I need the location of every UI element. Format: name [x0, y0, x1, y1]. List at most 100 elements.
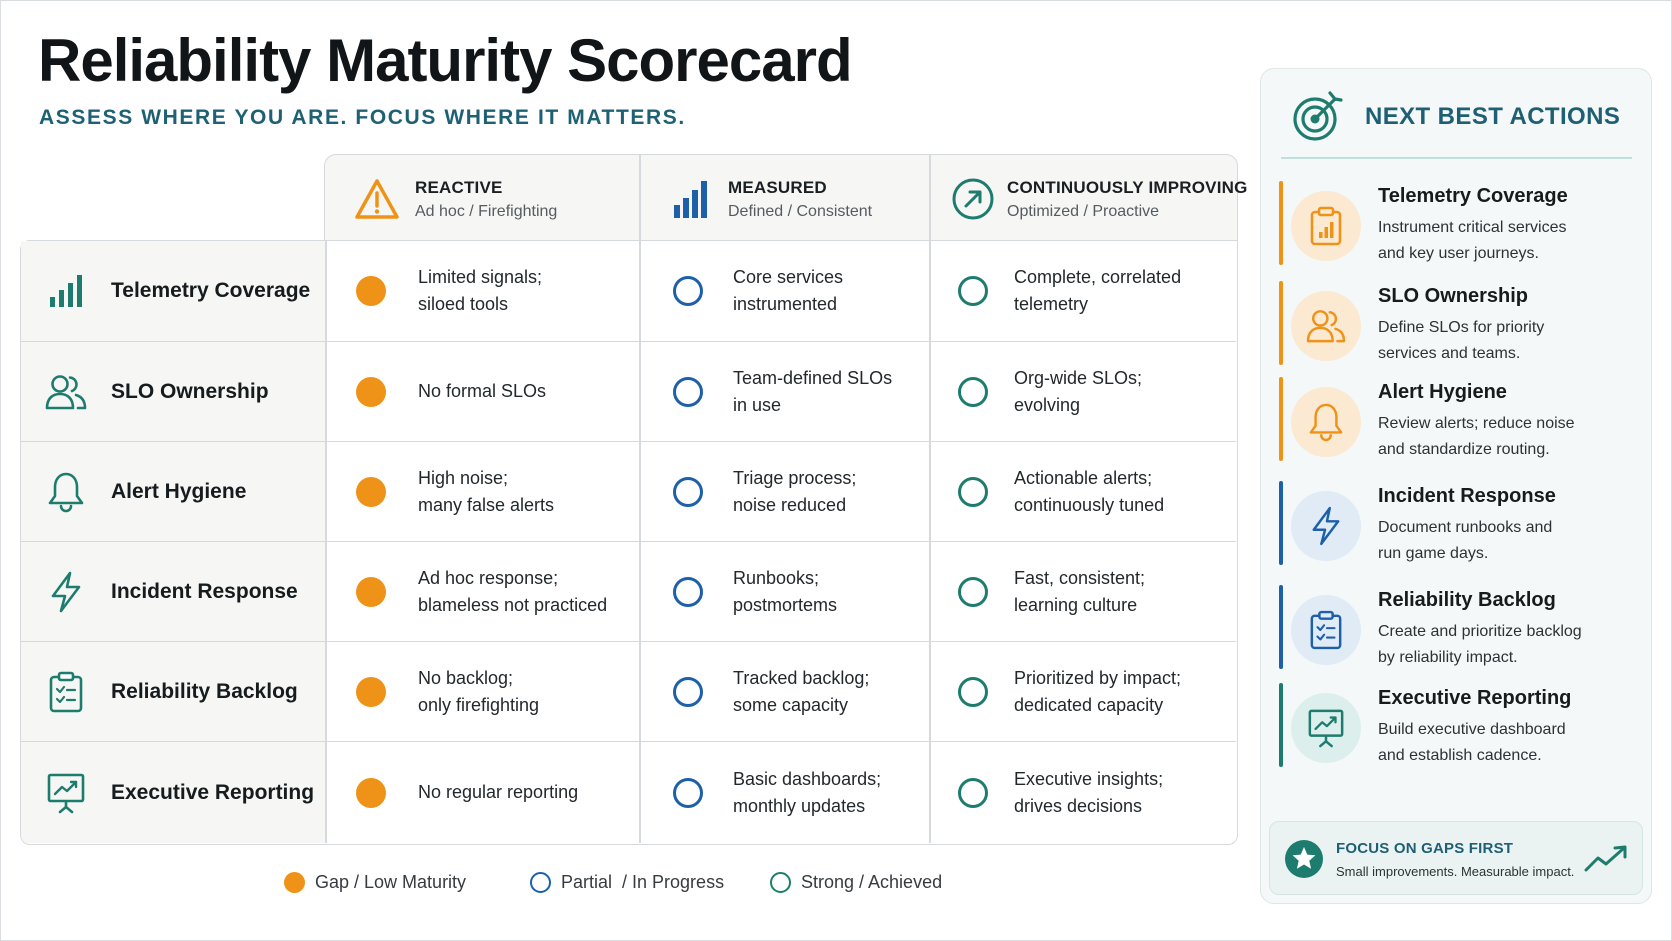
action-description: Build executive dashboard and establish …	[1378, 721, 1566, 764]
users-icon	[21, 373, 111, 411]
strong-indicator	[958, 576, 988, 607]
target-icon	[1289, 87, 1347, 150]
cell-text: No backlog; only firefighting	[418, 667, 540, 715]
signal-bars-icon	[21, 274, 111, 308]
row-header: Incident Response	[21, 542, 325, 641]
row-header: Executive Reporting	[21, 742, 325, 843]
cell-text: Prioritized by impact; dedicated capacit…	[1014, 667, 1182, 715]
maturity-cell: Team-defined SLOs in use	[673, 342, 892, 441]
page-subtitle: ASSESS WHERE YOU ARE. FOCUS WHERE IT MAT…	[39, 106, 686, 129]
focus-subtitle: Small improvements. Measurable impact.	[1336, 864, 1575, 879]
level-name: MEASURED	[728, 177, 827, 197]
action-title: SLO Ownership	[1378, 285, 1529, 307]
accent-bar	[1279, 181, 1283, 265]
page-title: Reliability Maturity Scorecard	[38, 27, 853, 94]
column-divider	[639, 155, 641, 243]
lightning-icon	[21, 571, 111, 613]
cell-text: Team-defined SLOs in use	[733, 367, 893, 415]
action-item-backlog: Reliability Backlog Create and prioritiz…	[1279, 585, 1639, 669]
maturity-cell: Complete, correlated telemetry	[958, 241, 1181, 341]
partial-indicator	[673, 576, 703, 607]
strong-indicator	[958, 276, 988, 306]
presentation-chart-icon	[21, 772, 111, 814]
cell-text: Executive insights; drives decisions	[1014, 768, 1164, 816]
star-badge-icon	[1284, 839, 1324, 884]
accent-bar	[1279, 481, 1283, 565]
level-name: CONTINUOUSLY IMPROVING	[1007, 177, 1248, 197]
column-divider	[929, 155, 931, 243]
level-description: Optimized / Proactive	[1007, 202, 1160, 220]
maturity-cell: Prioritized by impact; dedicated capacit…	[958, 642, 1181, 741]
chart-clipboard-icon	[1291, 191, 1361, 261]
maturity-cell: Tracked backlog; some capacity	[673, 642, 869, 741]
warning-triangle-icon	[349, 178, 405, 220]
maturity-cell: Org-wide SLOs; evolving	[958, 342, 1142, 441]
gap-indicator	[356, 777, 386, 808]
next-best-actions-panel: NEXT BEST ACTIONS Telemetry Coverage Ins…	[1260, 68, 1652, 904]
cell-text: No regular reporting	[418, 782, 579, 802]
strong-indicator	[958, 777, 988, 808]
lightning-icon	[1291, 491, 1361, 561]
gap-legend-swatch	[284, 872, 305, 893]
strong-legend-swatch	[770, 872, 791, 893]
maturity-level-header: REACTIVE Ad hoc / Firefighting MEASURED …	[324, 154, 1247, 244]
row-header: Reliability Backlog	[21, 642, 325, 741]
action-item-alert: Alert Hygiene Review alerts; reduce nois…	[1279, 377, 1639, 461]
presentation-chart-icon	[1291, 693, 1361, 763]
action-description: Define SLOs for priority services and te…	[1378, 319, 1545, 362]
row-label: Executive Reporting	[111, 780, 315, 804]
row-label: SLO Ownership	[111, 379, 269, 403]
maturity-cell: Ad hoc response; blameless not practiced	[356, 542, 607, 641]
bell-icon	[21, 471, 111, 513]
table-row: Incident Response Ad hoc response; blame…	[21, 541, 1236, 641]
panel-title: NEXT BEST ACTIONS	[1365, 103, 1621, 130]
table-row: Telemetry Coverage Limited signals; silo…	[21, 241, 1236, 341]
row-header: Alert Hygiene	[21, 442, 325, 541]
table-row: Executive Reporting No regular reporting…	[21, 741, 1236, 843]
action-title: Alert Hygiene	[1378, 381, 1507, 403]
legend-item-gap: Gap / Low Maturity	[284, 872, 466, 893]
cell-text: Runbooks; postmortems	[733, 567, 838, 615]
maturity-cell: Basic dashboards; monthly updates	[673, 742, 881, 843]
cell-text: Basic dashboards; monthly updates	[733, 768, 882, 816]
action-item-executive: Executive Reporting Build executive dash…	[1279, 683, 1639, 767]
cell-text: High noise; many false alerts	[418, 467, 555, 515]
level-description: Defined / Consistent	[728, 202, 873, 220]
partial-indicator	[673, 276, 703, 306]
maturity-cell: Actionable alerts; continuously tuned	[958, 442, 1164, 541]
maturity-cell: No backlog; only firefighting	[356, 642, 539, 741]
maturity-cell: Triage process; noise reduced	[673, 442, 856, 541]
cell-text: Tracked backlog; some capacity	[733, 667, 870, 715]
cell-text: No formal SLOs	[418, 381, 547, 401]
cell-text: Org-wide SLOs; evolving	[1014, 367, 1143, 415]
level-description: Ad hoc / Firefighting	[415, 202, 558, 220]
row-header: Telemetry Coverage	[21, 241, 325, 341]
partial-indicator	[673, 376, 703, 407]
cell-text: Limited signals; siloed tools	[418, 267, 543, 314]
row-label: Incident Response	[111, 579, 298, 603]
trend-up-icon	[1584, 844, 1630, 879]
panel-divider	[1281, 157, 1632, 159]
focus-title: FOCUS ON GAPS FIRST	[1336, 840, 1514, 857]
row-header: SLO Ownership	[21, 342, 325, 441]
bell-icon	[1291, 387, 1361, 457]
gap-indicator	[356, 676, 386, 707]
row-label: Telemetry Coverage	[111, 279, 311, 302]
maturity-cell: Executive insights; drives decisions	[958, 742, 1163, 843]
partial-indicator	[673, 777, 703, 808]
gap-indicator	[356, 576, 386, 607]
cell-text: Ad hoc response; blameless not practiced	[418, 567, 608, 615]
action-item-telemetry: Telemetry Coverage Instrument critical s…	[1279, 181, 1639, 265]
action-title: Reliability Backlog	[1378, 589, 1556, 611]
legend-label: Gap / Low Maturity	[315, 872, 467, 892]
action-title: Incident Response	[1378, 485, 1556, 507]
legend-label: Partial / In Progress	[561, 872, 725, 892]
maturity-cell: High noise; many false alerts	[356, 442, 554, 541]
column-divider	[325, 241, 327, 843]
strong-indicator	[958, 476, 988, 507]
table-row: SLO Ownership No formal SLOs Team-define…	[21, 341, 1236, 441]
clipboard-check-icon	[1291, 595, 1361, 665]
maturity-cell: Runbooks; postmortems	[673, 542, 837, 641]
action-description: Review alerts; reduce noise and standard…	[1378, 415, 1575, 458]
accent-bar	[1279, 585, 1283, 669]
